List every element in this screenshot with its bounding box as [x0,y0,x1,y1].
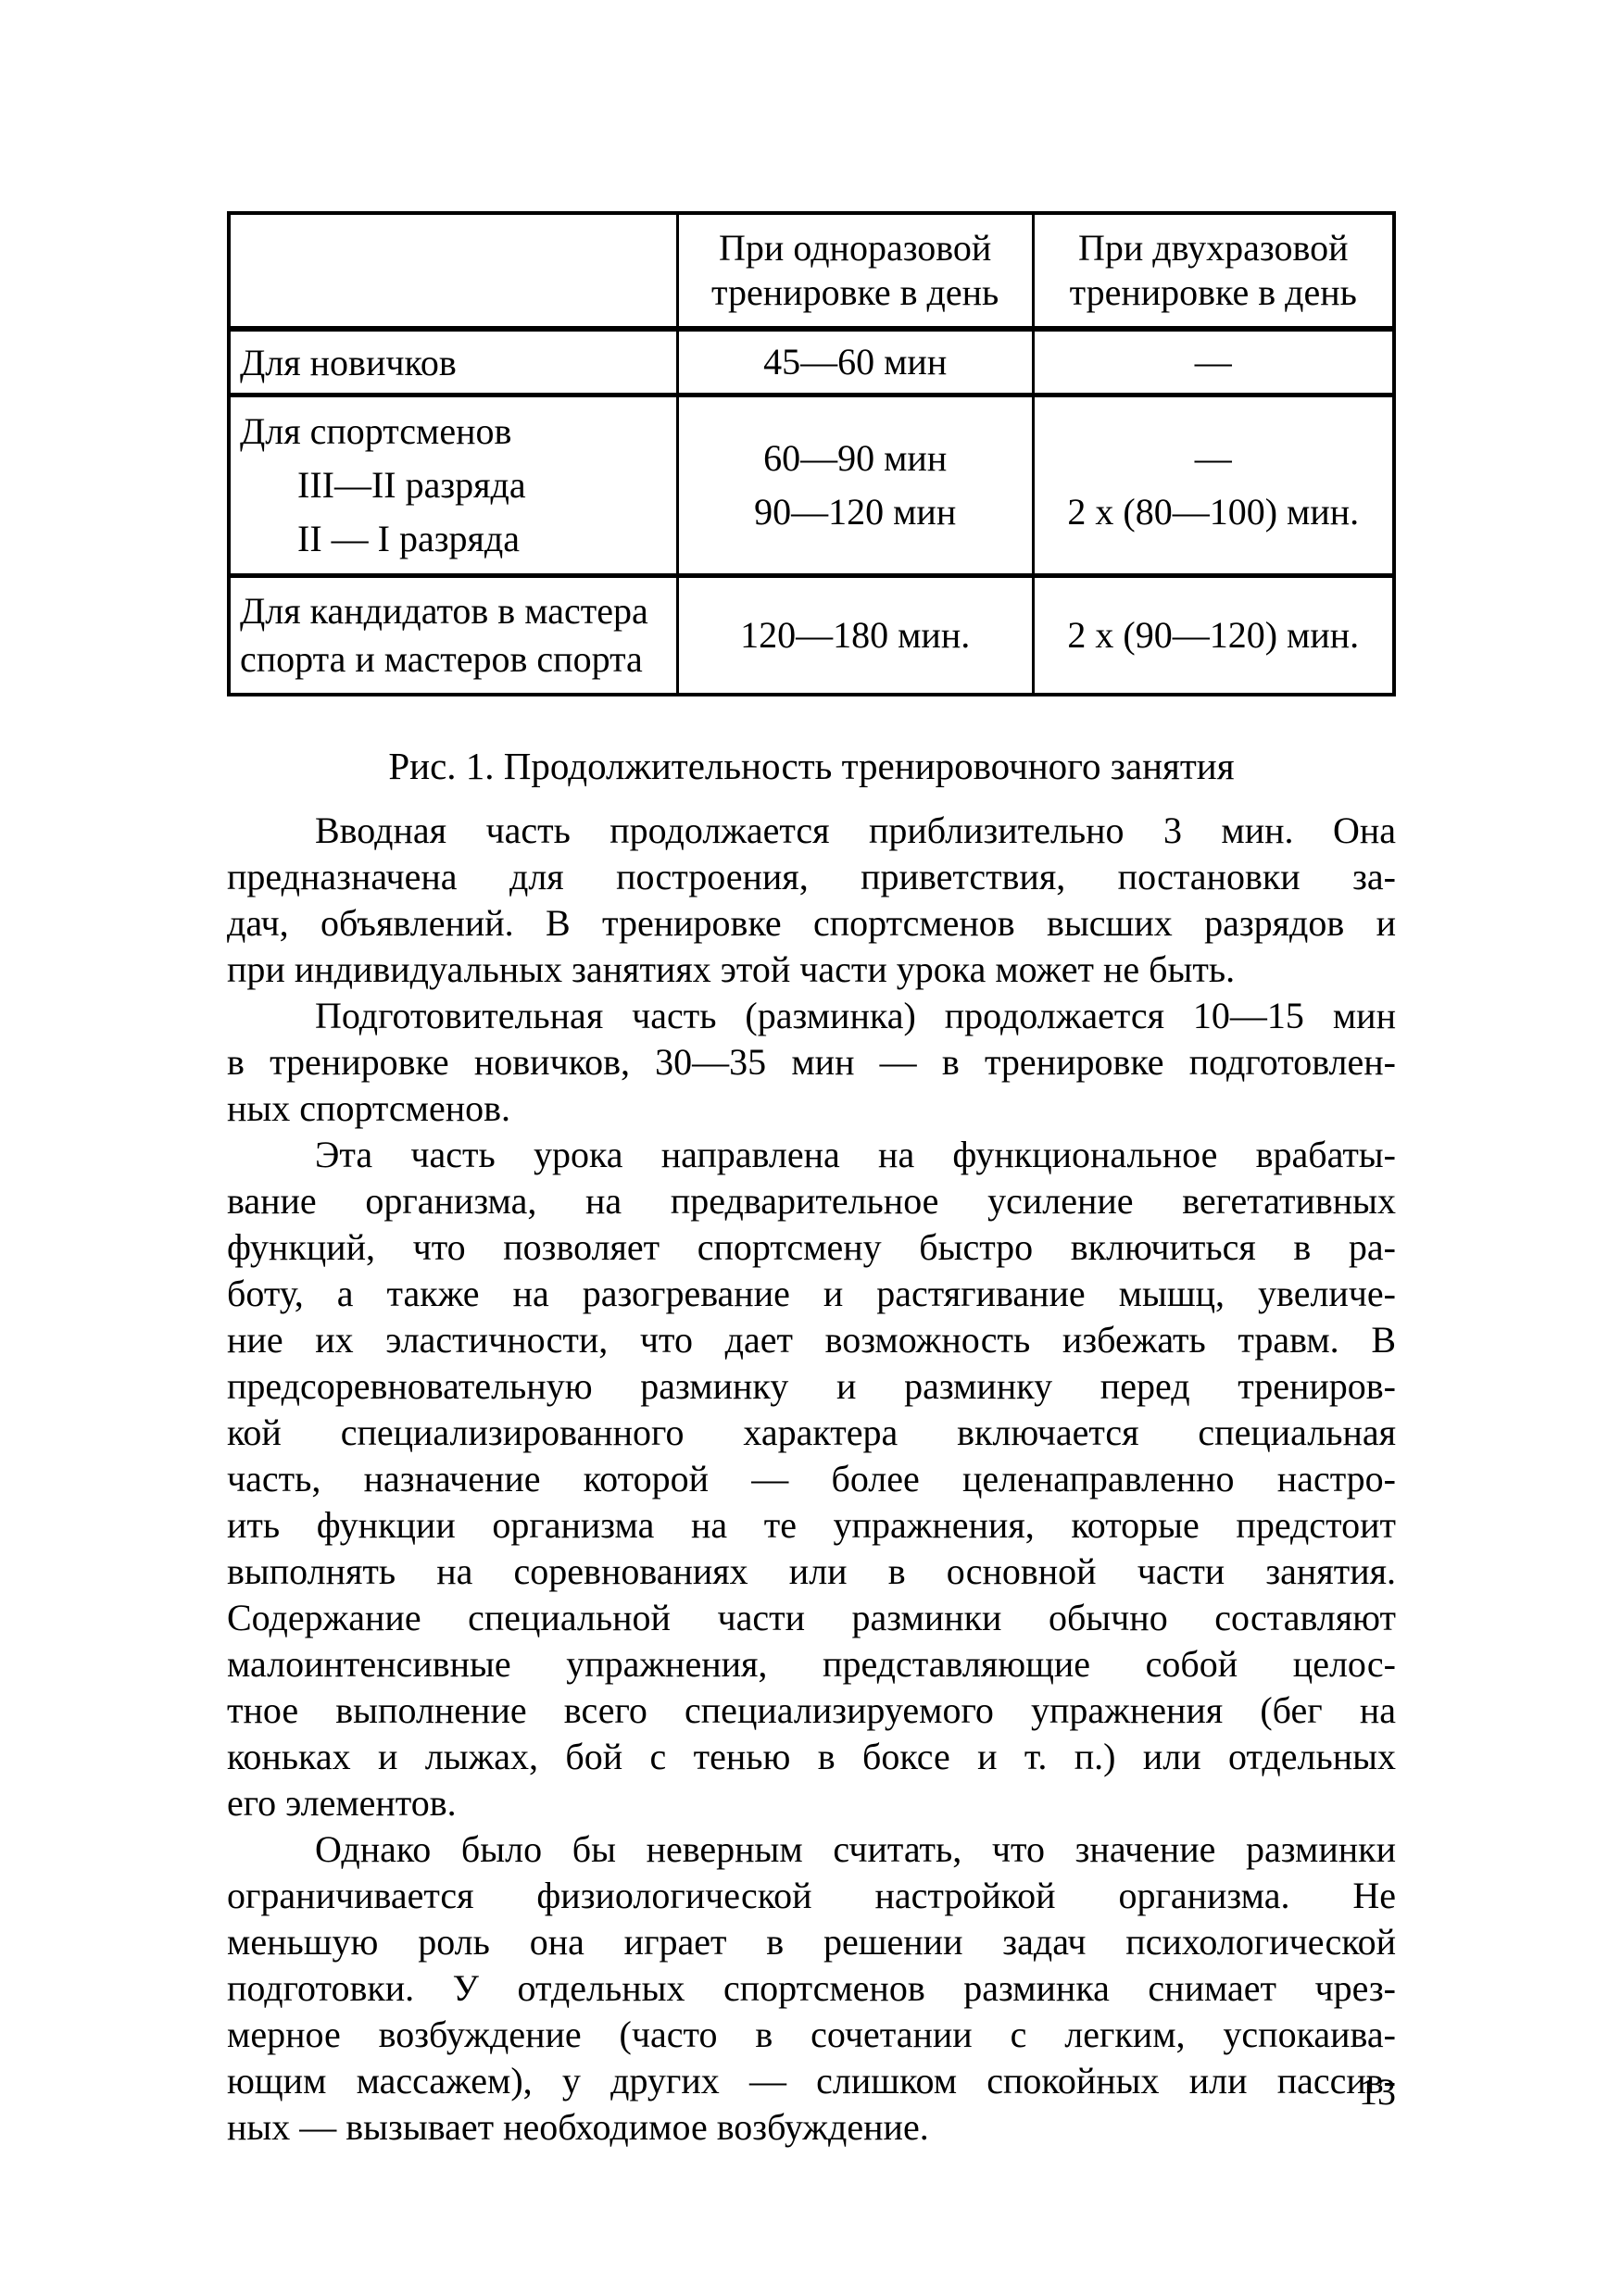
text-line: Содержание специальной части разминки об… [227,1597,1396,1638]
text-line: боту, а также на разогревание и растягив… [227,1273,1396,1314]
text-line: предсоревновательную разминку и разминку… [227,1365,1396,1407]
table-row-athletes: Для спортсменов III—II разряда II — I ра… [227,393,1396,577]
paragraph-psychology: Однако было бы неверным считать, что зна… [227,1826,1396,2151]
novices-double-value: — [1031,326,1396,396]
text-line: подготовки. У отдельных спортсменов разм… [227,1967,1396,2009]
text-line: ных спортсменов. [227,1087,510,1129]
text-line: коньках и лыжах, бой с тенью в боксе и т… [227,1736,1396,1777]
athletes-double-value: — 2 х (80—100) мин. [1031,393,1396,577]
page-number: 13 [1359,2071,1396,2113]
athletes-single-value: 60—90 мин 90—120 мин [675,393,1035,577]
table-header-row: При одноразовой тренировке в день При дв… [227,211,1396,332]
text-line: ограничивается физиологической настройко… [227,1875,1396,1916]
text-line: его элементов. [227,1782,457,1824]
text-line: функций, что позволяет спортсмену быстро… [227,1226,1396,1268]
text-line: ить функции организма на те упражнения, … [227,1504,1396,1546]
row-label-masters: Для кандидатов в мастера спорта и мастер… [227,573,679,696]
text-line: тное выполнение всего специализируемого … [227,1689,1396,1731]
paragraph-intro: Вводная часть продолжается приблизительн… [227,808,1396,993]
text-line: Вводная часть продолжается приблизительн… [315,809,1396,851]
novices-single-value: 45—60 мин [675,326,1035,396]
text-line: в тренировке новичков, 30—35 мин — в тре… [227,1041,1396,1083]
paragraph-warmup-duration: Подготовительная часть (разминка) продол… [227,993,1396,1132]
athletes-label-rank-2-1: II — I разряда [297,518,521,559]
masters-double-value: 2 х (90—120) мин. [1031,573,1396,696]
text-line: ние их эластичности, что дает возможност… [227,1319,1396,1361]
page-content: При одноразовой тренировке в день При дв… [227,211,1396,2151]
table-header-empty-cell [227,211,679,332]
text-line: дач, объявлений. В тренировке спортсмено… [227,902,1396,944]
table-row-masters: Для кандидатов в мастера спорта и мастер… [227,573,1396,696]
text-line: предназначена для построения, приветстви… [227,856,1396,897]
masters-single-value: 120—180 мин. [675,573,1035,696]
table-header-single-session: При одноразовой тренировке в день [675,211,1035,332]
text-line: кой специализированного характера включа… [227,1411,1396,1453]
athletes-label-rank-3-2: III—II разряда [297,464,526,506]
row-label-athletes: Для спортсменов III—II разряда II — I ра… [227,393,679,577]
text-line: Однако было бы неверным считать, что зна… [315,1828,1396,1870]
text-line: вание организма, на предварительное усил… [227,1180,1396,1222]
paragraph-warmup-purpose: Эта часть урока направлена на функционал… [227,1132,1396,1826]
training-duration-table: При одноразовой тренировке в день При дв… [227,211,1396,696]
text-line: Подготовительная часть (разминка) продол… [315,995,1396,1036]
row-label-novices: Для новичков [227,326,679,396]
text-line: Эта часть урока направлена на функционал… [315,1134,1396,1175]
text-line: ных — вызывает необходимое возбуждение. [227,2106,929,2148]
table-row-novices: Для новичков 45—60 мин — [227,326,1396,396]
text-line: выполнять на соревнованиях или в основно… [227,1550,1396,1592]
text-line: при индивидуальных занятиях этой части у… [227,948,1236,990]
text-line: мерное возбуждение (часто в сочетании с … [227,2014,1396,2055]
table-header-double-session: При двухразовой тренировке в день [1031,211,1396,332]
text-line: часть, назначение которой — более целена… [227,1458,1396,1499]
figure-caption: Рис. 1. Продолжительность тренировочного… [388,745,1235,787]
athletes-label-line: Для спортсменов [240,410,512,452]
text-line: ющим массажем), у других — слишком споко… [227,2060,1396,2102]
text-line: малоинтенсивные упражнения, представляющ… [227,1643,1396,1685]
text-line: меньшую роль она играет в решении задач … [227,1921,1396,1963]
